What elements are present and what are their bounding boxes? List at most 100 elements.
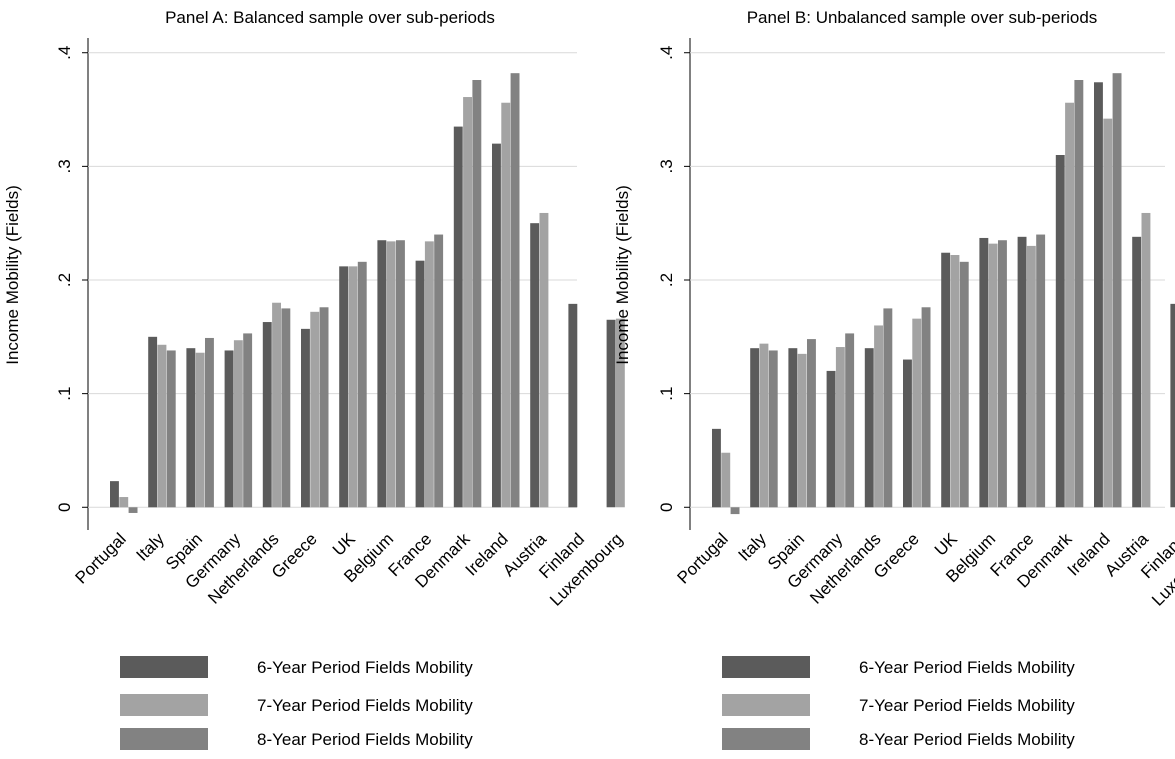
bar (568, 303, 578, 508)
y-axis-label: Income Mobility (Fields) (3, 185, 22, 365)
bar (310, 311, 320, 508)
bar (119, 497, 129, 508)
bar (166, 350, 176, 508)
bar (233, 340, 243, 508)
bar (606, 319, 616, 508)
bar (1112, 73, 1122, 508)
bar (224, 350, 234, 508)
bar (903, 359, 912, 508)
bar (434, 234, 444, 508)
bar (148, 336, 158, 508)
bar (195, 352, 205, 508)
bar (921, 307, 931, 508)
bar (348, 266, 358, 508)
bar (1055, 155, 1065, 508)
legend-label: 7-Year Period Fields Mobility (257, 696, 473, 715)
bar (1026, 245, 1036, 508)
bar (510, 73, 520, 508)
bar (386, 241, 396, 508)
legend-label: 6-Year Period Fields Mobility (257, 658, 473, 677)
bar (759, 343, 769, 508)
chart-panel-b: Panel B: Unbalanced sample over sub-peri… (613, 8, 1175, 750)
y-tick-label: .2 (55, 273, 74, 287)
bar (750, 348, 760, 508)
bar (281, 308, 291, 508)
bar (463, 97, 472, 508)
y-tick-label: .1 (657, 387, 676, 401)
bar (377, 240, 387, 508)
y-tick-label: .2 (657, 273, 676, 287)
bar (712, 428, 721, 508)
bar (1170, 303, 1175, 508)
bar (721, 452, 731, 508)
legend-swatch (120, 694, 208, 716)
legend-label: 8-Year Period Fields Mobility (859, 730, 1075, 749)
bar (530, 223, 540, 508)
bar (1103, 118, 1113, 508)
bar (988, 243, 998, 508)
bar (912, 318, 922, 508)
bar (979, 237, 989, 508)
legend-label: 7-Year Period Fields Mobility (859, 696, 1075, 715)
bar (357, 261, 367, 508)
legend-swatch (120, 728, 208, 750)
bar (959, 261, 969, 508)
bar (396, 240, 405, 508)
bar (128, 507, 138, 513)
bar (615, 318, 625, 508)
bar (826, 370, 836, 508)
bar (768, 350, 778, 508)
bar (157, 344, 167, 508)
bar (788, 348, 798, 508)
x-tick-label: UK (931, 529, 962, 560)
legend-swatch (120, 656, 208, 678)
bar (874, 325, 883, 508)
x-tick-label: UK (329, 529, 360, 560)
bar (950, 255, 960, 508)
x-tick-label: Portugal (72, 529, 130, 587)
bar (453, 126, 463, 508)
bar (883, 308, 893, 508)
chart-title: Panel A: Balanced sample over sub-period… (165, 8, 495, 27)
y-tick-label: .4 (55, 46, 74, 60)
bar (1036, 234, 1046, 508)
bar (1141, 212, 1151, 508)
bar (845, 333, 855, 508)
bar (319, 307, 329, 508)
bar (1017, 236, 1027, 508)
bar (835, 347, 845, 508)
bar (205, 337, 214, 508)
bar (1074, 80, 1084, 508)
bar (424, 241, 434, 508)
bar (272, 302, 281, 508)
bar (262, 322, 272, 508)
y-tick-label: 0 (657, 503, 676, 512)
x-tick-label: Portugal (674, 529, 732, 587)
y-tick-label: 0 (55, 503, 74, 512)
bar (243, 333, 253, 508)
chart-title: Panel B: Unbalanced sample over sub-peri… (747, 8, 1098, 27)
bar (941, 252, 951, 508)
y-tick-label: .3 (55, 159, 74, 173)
bar (807, 339, 816, 508)
bar (186, 348, 196, 508)
legend-swatch (722, 728, 810, 750)
bar (797, 353, 807, 508)
bar (864, 348, 874, 508)
bar (1094, 82, 1103, 508)
bar (1132, 236, 1142, 508)
y-tick-label: .1 (55, 387, 74, 401)
bar (1065, 102, 1074, 508)
y-axis-label: Income Mobility (Fields) (613, 185, 632, 365)
y-tick-label: .3 (657, 159, 676, 173)
legend-label: 8-Year Period Fields Mobility (257, 730, 473, 749)
bar (415, 260, 425, 508)
bar (539, 212, 549, 508)
bar (110, 481, 119, 508)
legend-swatch (722, 656, 810, 678)
bar (730, 507, 740, 515)
chart-panel-a: Panel A: Balanced sample over sub-period… (3, 8, 626, 750)
bar (998, 240, 1007, 508)
